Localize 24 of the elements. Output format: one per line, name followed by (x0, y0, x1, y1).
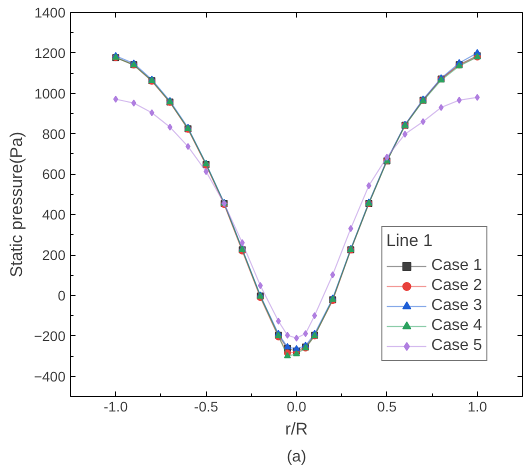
y-axis-title: Static pressure(Pa) (6, 132, 26, 278)
y-tick-label: 0 (58, 287, 66, 304)
y-tick-label: −400 (34, 368, 66, 384)
y-tick-label: 800 (42, 126, 66, 142)
y-tick-label: −200 (34, 328, 66, 344)
y-tick-label: 600 (42, 166, 66, 182)
legend-label: Case 5 (431, 337, 482, 355)
legend-label: Case 1 (431, 257, 482, 275)
legend-label: Case 2 (431, 277, 482, 295)
legend-title: Line 1 (386, 231, 434, 251)
y-tick-label: 1400 (34, 4, 66, 20)
x-tick-label: 0.5 (377, 398, 397, 414)
x-tick-label: 1.0 (468, 398, 488, 414)
x-tick-label: -0.5 (194, 398, 218, 414)
y-tick-label: 400 (42, 206, 66, 223)
text: (a) (286, 448, 306, 466)
y-tick-label: 200 (42, 247, 66, 264)
x-axis-title: r/R (285, 420, 308, 438)
legend-label: Case 4 (431, 317, 482, 335)
legend-label: Case 3 (431, 297, 482, 315)
x-tick-label: -1.0 (104, 398, 128, 414)
y-tick-label: 1000 (34, 85, 66, 102)
y-tick-label: 1200 (34, 44, 66, 61)
x-tick-label: 0.0 (286, 398, 306, 414)
